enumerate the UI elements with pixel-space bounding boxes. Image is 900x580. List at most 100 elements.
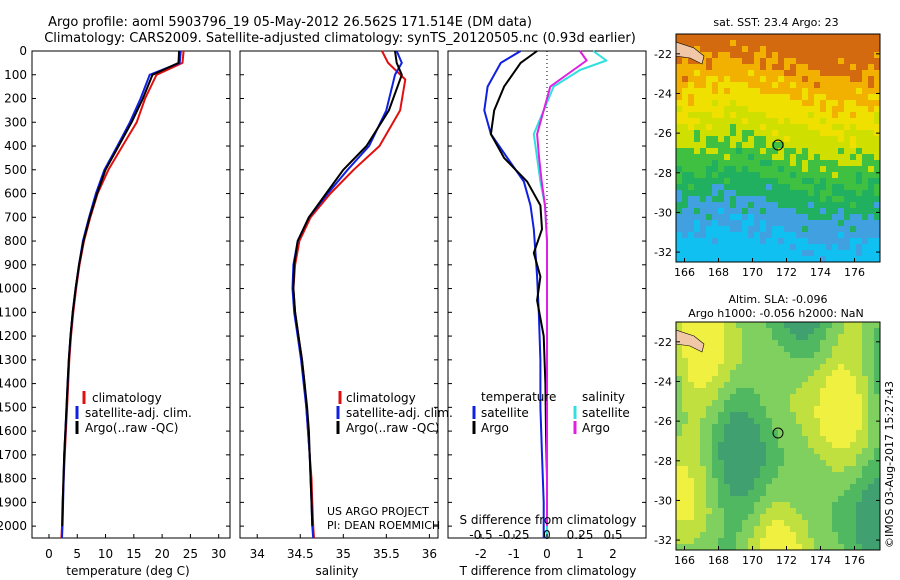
map-cell <box>838 70 845 77</box>
map-cell <box>814 436 821 443</box>
map-cell <box>844 436 851 443</box>
map-cell <box>868 322 875 329</box>
map-cell <box>706 214 713 221</box>
map-cell <box>730 244 737 251</box>
map-cell <box>820 358 827 365</box>
map-cell <box>676 88 683 95</box>
map-cell <box>712 232 719 239</box>
map-cell <box>682 178 689 185</box>
depth-tick-label: 1300 <box>0 353 27 367</box>
map-cell <box>874 358 880 365</box>
map-cell <box>862 190 869 197</box>
map-cell <box>700 532 707 539</box>
map-cell <box>748 190 755 197</box>
map-cell <box>826 70 833 77</box>
map-cell <box>874 76 880 83</box>
map-cell <box>844 214 851 221</box>
map-cell <box>790 532 797 539</box>
map-cell <box>850 376 857 383</box>
map-cell <box>766 118 773 125</box>
map-cell <box>850 190 857 197</box>
map-cell <box>748 340 755 347</box>
map-cell <box>868 106 875 113</box>
map-cell <box>766 184 773 191</box>
map-cell <box>772 526 779 533</box>
map-cell <box>718 532 725 539</box>
map-cell <box>688 436 695 443</box>
map-cell <box>820 472 827 479</box>
map-cell <box>772 88 779 95</box>
map-cell <box>706 394 713 401</box>
map-cell <box>682 346 689 353</box>
map-cell <box>682 208 689 215</box>
map-cell <box>838 352 845 359</box>
map-cell <box>700 118 707 125</box>
map-cell <box>736 154 743 161</box>
map-cell <box>814 484 821 491</box>
map-cell <box>760 496 767 503</box>
map-cell <box>862 76 869 83</box>
map-cell <box>718 412 725 419</box>
map-cell <box>694 502 701 509</box>
map-cell <box>766 100 773 107</box>
map-cell <box>850 472 857 479</box>
map-cell <box>742 538 749 545</box>
map-cell <box>802 472 809 479</box>
map-cell <box>760 424 767 431</box>
map-cell <box>874 148 880 155</box>
map-cell <box>766 190 773 197</box>
map-cell <box>838 166 845 173</box>
map-cell <box>796 70 803 77</box>
map-cell <box>868 532 875 539</box>
map-cell <box>718 430 725 437</box>
map-cell <box>724 430 731 437</box>
map-cell <box>676 472 683 479</box>
map-cell <box>808 328 815 335</box>
map-cell <box>820 430 827 437</box>
map-cell <box>676 124 683 131</box>
map-cell <box>838 76 845 83</box>
map-cell <box>874 202 880 209</box>
map-cell <box>712 430 719 437</box>
map-cell <box>706 166 713 173</box>
map-cell <box>862 124 869 131</box>
map-cell <box>706 382 713 389</box>
map-cell <box>688 106 695 113</box>
map-cell <box>844 538 851 545</box>
map-cell <box>700 172 707 179</box>
map-cell <box>838 256 845 262</box>
map-cell <box>724 520 731 527</box>
map-cell <box>676 382 683 389</box>
map-cell <box>868 376 875 383</box>
map-cell <box>688 526 695 533</box>
map-cell <box>856 442 863 449</box>
map-cell <box>802 70 809 77</box>
map-cell <box>838 40 845 47</box>
map-cell <box>694 190 701 197</box>
map-cell <box>814 490 821 497</box>
map-cell <box>778 250 785 257</box>
map-cell <box>778 106 785 113</box>
map-cell <box>868 526 875 533</box>
map-cell <box>754 538 761 545</box>
map-cell <box>832 70 839 77</box>
y-tick-label: -26 <box>654 127 672 140</box>
map-cell <box>706 466 713 473</box>
map-cell <box>784 472 791 479</box>
map-cell <box>760 340 767 347</box>
map-cell <box>700 190 707 197</box>
map-cell <box>736 220 743 227</box>
map-cell <box>676 490 683 497</box>
map-cell <box>796 520 803 527</box>
map-cell <box>766 412 773 419</box>
map-cell <box>706 532 713 539</box>
map-cell <box>850 328 857 335</box>
map-cell <box>772 520 779 527</box>
map-cell <box>760 226 767 233</box>
map-cell <box>862 442 869 449</box>
map-cell <box>850 100 857 107</box>
map-cell <box>856 232 863 239</box>
map-cell <box>850 244 857 251</box>
map-cell <box>790 388 797 395</box>
y-tick-label: -30 <box>654 494 672 507</box>
